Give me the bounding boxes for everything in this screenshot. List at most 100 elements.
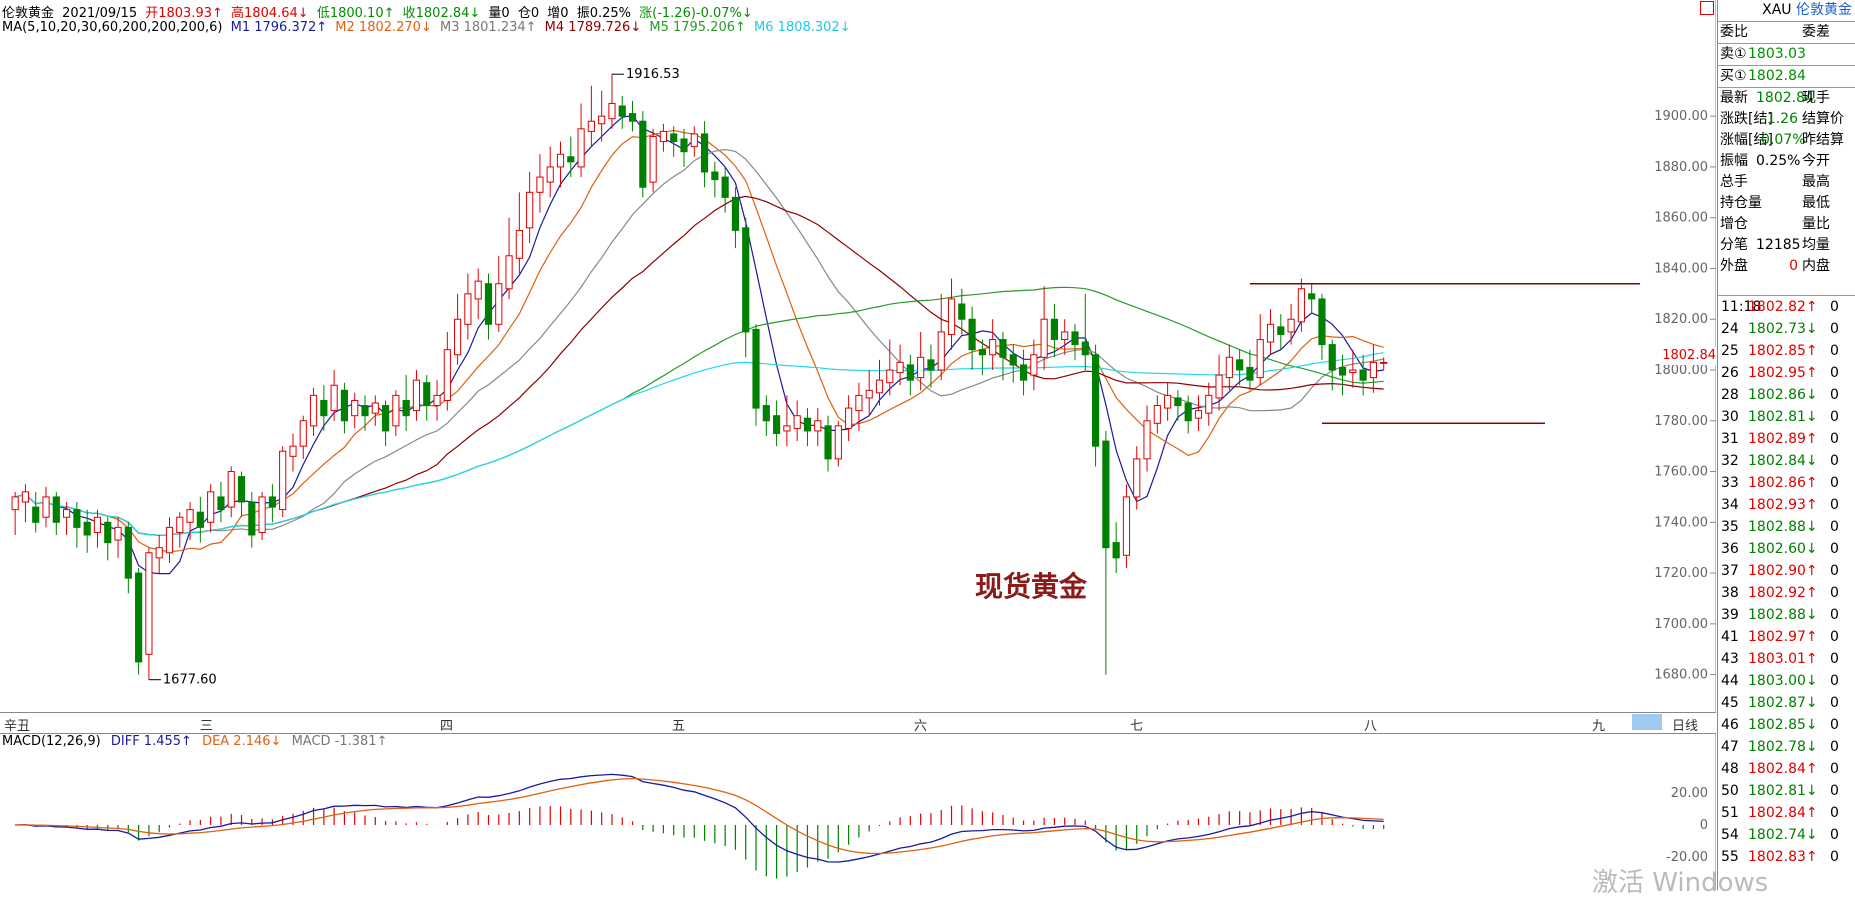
- tick-row: 24 1802.73↓ 0: [1718, 318, 1855, 340]
- tick-row: 39 1802.88↓ 0: [1718, 604, 1855, 626]
- ma-m3: M3 1801.234↑: [439, 20, 537, 35]
- tick-volume: 0: [1830, 673, 1839, 689]
- tick-price: 1802.87↓: [1748, 695, 1818, 711]
- stat-label: 分笔: [1720, 237, 1748, 253]
- price-label: 1880.00: [1654, 160, 1708, 175]
- high-annotation: 1916.53: [626, 67, 680, 82]
- candle-down: [83, 521, 91, 536]
- candle-up: [42, 496, 50, 518]
- candle-up: [495, 283, 503, 325]
- macd-chart[interactable]: 20.00 0 -20.00: [0, 733, 1716, 890]
- tick-price: 1802.88↓: [1748, 519, 1818, 535]
- tick-time: 34: [1721, 497, 1739, 513]
- tick-row: 55 1802.83↑ 0: [1718, 846, 1855, 868]
- candle-up: [1266, 323, 1275, 343]
- ratio-label: 委比: [1720, 24, 1748, 40]
- time-label: 六: [914, 719, 928, 734]
- candle-down: [628, 113, 637, 122]
- tick-time: 46: [1721, 717, 1739, 733]
- price-label: 1720.00: [1654, 566, 1708, 581]
- candle-up: [1040, 318, 1048, 358]
- open-value: 开1803.93↑: [145, 6, 223, 21]
- stat-value: 12185: [1756, 237, 1801, 253]
- tick-price: 1802.81↓: [1748, 409, 1818, 425]
- candle-up: [392, 394, 400, 427]
- stat-label: 最新: [1720, 90, 1748, 106]
- candlestick-chart[interactable]: 1916.53 1677.60 1900.00 1880.00 1860.00 1840…: [0, 0, 1716, 712]
- period-button[interactable]: 日线: [1672, 719, 1699, 734]
- candle-down: [824, 425, 832, 460]
- candle-down: [104, 521, 112, 544]
- tick-volume: 0: [1830, 849, 1839, 865]
- tick-volume: 0: [1830, 519, 1839, 535]
- chart-overlay-label: 现货黄金: [975, 570, 1088, 603]
- tick-time: 31: [1721, 431, 1739, 447]
- candle-up: [145, 552, 153, 655]
- candle-up: [649, 135, 657, 183]
- candle-up: [937, 331, 945, 371]
- stat-value: 0.25%: [1756, 153, 1801, 169]
- last-price-tag: 1802.84: [1660, 347, 1716, 365]
- scroll-thumb[interactable]: [1632, 714, 1662, 730]
- tick-time: 25: [1721, 343, 1739, 359]
- candle-up: [886, 369, 894, 384]
- tick-row: 30 1802.81↓ 0: [1718, 406, 1855, 428]
- candle-up: [1349, 369, 1357, 374]
- amplitude-value: 振0.25%: [576, 6, 631, 21]
- tick-row: 35 1802.88↓ 0: [1718, 516, 1855, 538]
- candle-up: [598, 115, 606, 125]
- candle-up: [1380, 361, 1388, 364]
- corner-indicator: [1700, 1, 1714, 15]
- tick-time: 28: [1721, 387, 1739, 403]
- price-label: 1800.00: [1654, 363, 1708, 378]
- tick-time: 45: [1721, 695, 1739, 711]
- increase-value: 增0: [547, 6, 569, 21]
- candle-down: [32, 506, 40, 523]
- tick-volume: 0: [1830, 321, 1839, 337]
- stat-row: 增仓 量比: [1718, 214, 1855, 235]
- tick-volume: 0: [1830, 541, 1839, 557]
- candle-up: [917, 356, 925, 379]
- price-label: 1700.00: [1654, 617, 1708, 632]
- candle-up: [536, 176, 544, 193]
- candle-up: [227, 471, 235, 508]
- candle-up: [412, 379, 421, 412]
- time-axis: 辛丑 三 四 五 六 七 八 九 日线: [0, 712, 1716, 734]
- candle-up: [546, 166, 554, 183]
- stat-value: 1802.84: [1756, 90, 1814, 106]
- candle-up: [608, 102, 616, 120]
- candle-up: [989, 339, 997, 356]
- tick-row: 44 1803.00↓ 0: [1718, 670, 1855, 692]
- tick-row: 34 1802.93↑ 0: [1718, 494, 1855, 516]
- candle-down: [1071, 331, 1079, 346]
- tick-volume: 0: [1830, 651, 1839, 667]
- candle-down: [906, 364, 914, 381]
- tick-time: 44: [1721, 673, 1739, 689]
- candle-up: [1143, 420, 1151, 460]
- candle-up: [587, 120, 595, 132]
- tick-list[interactable]: 11:18 1802.82↑ 0 24 1802.73↓ 0 25 1802.85↑ 0 26 18…: [1718, 296, 1855, 868]
- candle-up: [865, 389, 873, 399]
- stat-value: 0: [1789, 258, 1798, 274]
- quote-stats: 最新 1802.84 现手 涨跌[结] -1.26 结算价 涨幅[结] -0.07% 昨结算 振幅…: [1718, 88, 1855, 277]
- panel-symbol-name: 伦敦黄金: [1796, 2, 1852, 18]
- candle-up: [63, 509, 71, 518]
- tick-price: 1802.82↑: [1748, 299, 1818, 315]
- tick-time: 41: [1721, 629, 1739, 645]
- stat-value: -1.26: [1761, 111, 1798, 127]
- candle-up: [114, 526, 122, 541]
- candle-down: [135, 572, 143, 663]
- candle-down: [1091, 354, 1100, 447]
- stat-label-right: 结算价: [1802, 111, 1844, 127]
- price-label: 1840.00: [1654, 261, 1708, 276]
- stat-value: -0.07%: [1756, 132, 1806, 148]
- candle-up: [21, 491, 30, 503]
- ma-m6: M6 1808.302↓: [754, 20, 851, 35]
- tick-row: 11:18 1802.82↑ 0: [1718, 296, 1855, 318]
- time-label: 五: [672, 719, 686, 734]
- candle-down: [1009, 354, 1017, 366]
- tick-time: 37: [1721, 563, 1739, 579]
- tick-volume: 0: [1830, 431, 1839, 447]
- price-label: 1820.00: [1654, 312, 1708, 327]
- sell-row: 卖① 1803.03: [1718, 44, 1855, 66]
